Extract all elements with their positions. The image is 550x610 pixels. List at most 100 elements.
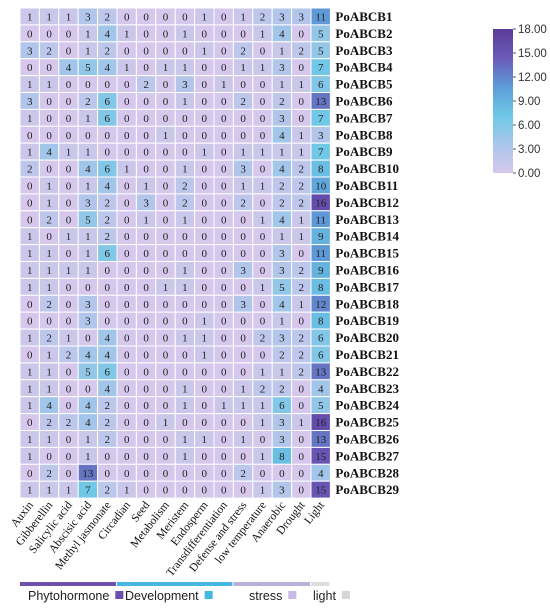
cell-value-label: 1 xyxy=(66,333,72,345)
cell-value-label: 3 xyxy=(143,197,149,209)
cell-value-label: 0 xyxy=(143,113,149,125)
cell-value-label: 1 xyxy=(27,485,33,497)
cell-value-label: 1 xyxy=(182,383,188,395)
cell-value-label: 1 xyxy=(27,147,33,159)
cell-value-label: 1 xyxy=(240,11,246,23)
cell-value-label: 0 xyxy=(260,164,266,176)
row-label: PoABCB1 xyxy=(335,9,392,24)
cell-value-label: 1 xyxy=(240,180,246,192)
cell-value-label: 0 xyxy=(240,231,246,243)
cell-value-label: 0 xyxy=(163,333,169,345)
cell-value-label: 4 xyxy=(105,62,111,74)
cell-value-label: 0 xyxy=(46,316,52,328)
cell-value-label: 2 xyxy=(299,180,305,192)
cell-value-label: 1 xyxy=(182,265,188,277)
cell-value-label: 0 xyxy=(27,316,33,328)
cell-value-label: 2 xyxy=(279,197,285,209)
cell-value-label: 1 xyxy=(260,62,266,74)
cell-value-label: 2 xyxy=(182,197,188,209)
cell-value-label: 0 xyxy=(240,417,246,429)
heatmap-cells: 1 1 1 3 2 0 0 0 0 1 0 1 2 3 3 110 0 0 1 4 1 0 0 1 0 0 0 1 4 0 53 2 0 1 2 0 0… xyxy=(19,7,331,499)
cell-value-label: 0 xyxy=(66,282,72,294)
cell-value-label: 3 xyxy=(240,265,246,277)
cell-value-label: 1 xyxy=(163,130,169,142)
cell-value-label: 0 xyxy=(105,147,111,159)
cell-value-label: 1 xyxy=(27,434,33,446)
cell-value-label: 5 xyxy=(85,62,91,74)
cell-value-label: 0 xyxy=(163,248,169,260)
cell-value-label: 0 xyxy=(221,96,227,108)
cell-value-label: 0 xyxy=(143,333,149,345)
cell-value-label: 0 xyxy=(124,451,130,463)
cell-value-label: 0 xyxy=(221,164,227,176)
cell-value-label: 6 xyxy=(318,79,324,91)
cell-value-label: 1 xyxy=(66,265,72,277)
row-label: PoABCB14 xyxy=(335,229,399,244)
row-label: PoABCB22 xyxy=(335,364,399,379)
cell-value-label: 0 xyxy=(143,366,149,378)
group-bar xyxy=(233,582,310,586)
cell-value-label: 1 xyxy=(46,197,52,209)
cell-value-label: 0 xyxy=(124,299,130,311)
cell-value-label: 2 xyxy=(105,485,111,497)
cell-value-label: 0 xyxy=(240,214,246,226)
cell-value-label: 1 xyxy=(182,451,188,463)
cell-value-label: 2 xyxy=(299,197,305,209)
cell-value-label: 0 xyxy=(85,130,91,142)
cell-value-label: 0 xyxy=(124,366,130,378)
cell-value-label: 1 xyxy=(46,282,52,294)
cell-value-label: 0 xyxy=(240,248,246,260)
cell-value-label: 0 xyxy=(105,316,111,328)
cell-value-label: 6 xyxy=(279,400,285,412)
cell-value-label: 0 xyxy=(46,231,52,243)
cell-value-label: 0 xyxy=(163,96,169,108)
cell-value-label: 2 xyxy=(260,333,266,345)
cell-value-label: 0 xyxy=(27,28,33,40)
cell-value-label: 0 xyxy=(163,197,169,209)
cell-value-label: 0 xyxy=(202,180,208,192)
colorbar-tick-label: 18.00 xyxy=(518,24,547,36)
cell-value-label: 11 xyxy=(315,11,326,23)
cell-value-label: 3 xyxy=(279,62,285,74)
cell-value-label: 12 xyxy=(315,299,326,311)
cell-value-label: 11 xyxy=(315,248,326,260)
cell-value-label: 1 xyxy=(46,434,52,446)
row-labels: PoABCB1PoABCB2PoABCB3PoABCB4PoABCB5PoABC… xyxy=(335,9,399,497)
cell-value-label: 0 xyxy=(299,400,305,412)
cell-value-label: 2 xyxy=(66,349,72,361)
cell-value-label: 7 xyxy=(85,485,91,497)
cell-value-label: 5 xyxy=(85,366,91,378)
cell-value-label: 0 xyxy=(163,180,169,192)
row-label: PoABCB8 xyxy=(335,127,393,142)
cell-value-label: 0 xyxy=(105,265,111,277)
row-label: PoABCB16 xyxy=(335,262,399,277)
cell-value-label: 0 xyxy=(66,79,72,91)
colorbar-tick-label: 9.00 xyxy=(518,96,540,108)
cell-value-label: 0 xyxy=(66,248,72,260)
cell-value-label: 0 xyxy=(143,265,149,277)
cell-value-label: 1 xyxy=(143,180,149,192)
cell-value-label: 0 xyxy=(221,316,227,328)
cell-value-label: 0 xyxy=(143,451,149,463)
cell-value-label: 1 xyxy=(240,400,246,412)
cell-value-label: 5 xyxy=(279,282,285,294)
cell-value-label: 2 xyxy=(260,383,266,395)
cell-value-label: 1 xyxy=(182,164,188,176)
cell-value-label: 0 xyxy=(124,248,130,260)
cell-value-label: 1 xyxy=(46,349,52,361)
cell-value-label: 0 xyxy=(221,231,227,243)
cell-value-label: 2 xyxy=(240,197,246,209)
cell-value-label: 1 xyxy=(163,282,169,294)
cell-value-label: 2 xyxy=(85,96,91,108)
cell-value-label: 0 xyxy=(124,79,130,91)
cell-value-label: 0 xyxy=(27,299,33,311)
cell-value-label: 1 xyxy=(260,451,266,463)
colorbar-tick-label: 0.00 xyxy=(518,168,540,180)
row-label: PoABCB18 xyxy=(335,296,399,311)
cell-value-label: 1 xyxy=(124,28,130,40)
cell-value-label: 0 xyxy=(202,231,208,243)
cell-value-label: 0 xyxy=(124,231,130,243)
cell-value-label: 2 xyxy=(105,214,111,226)
cell-value-label: 3 xyxy=(85,197,91,209)
cell-value-label: 0 xyxy=(221,451,227,463)
